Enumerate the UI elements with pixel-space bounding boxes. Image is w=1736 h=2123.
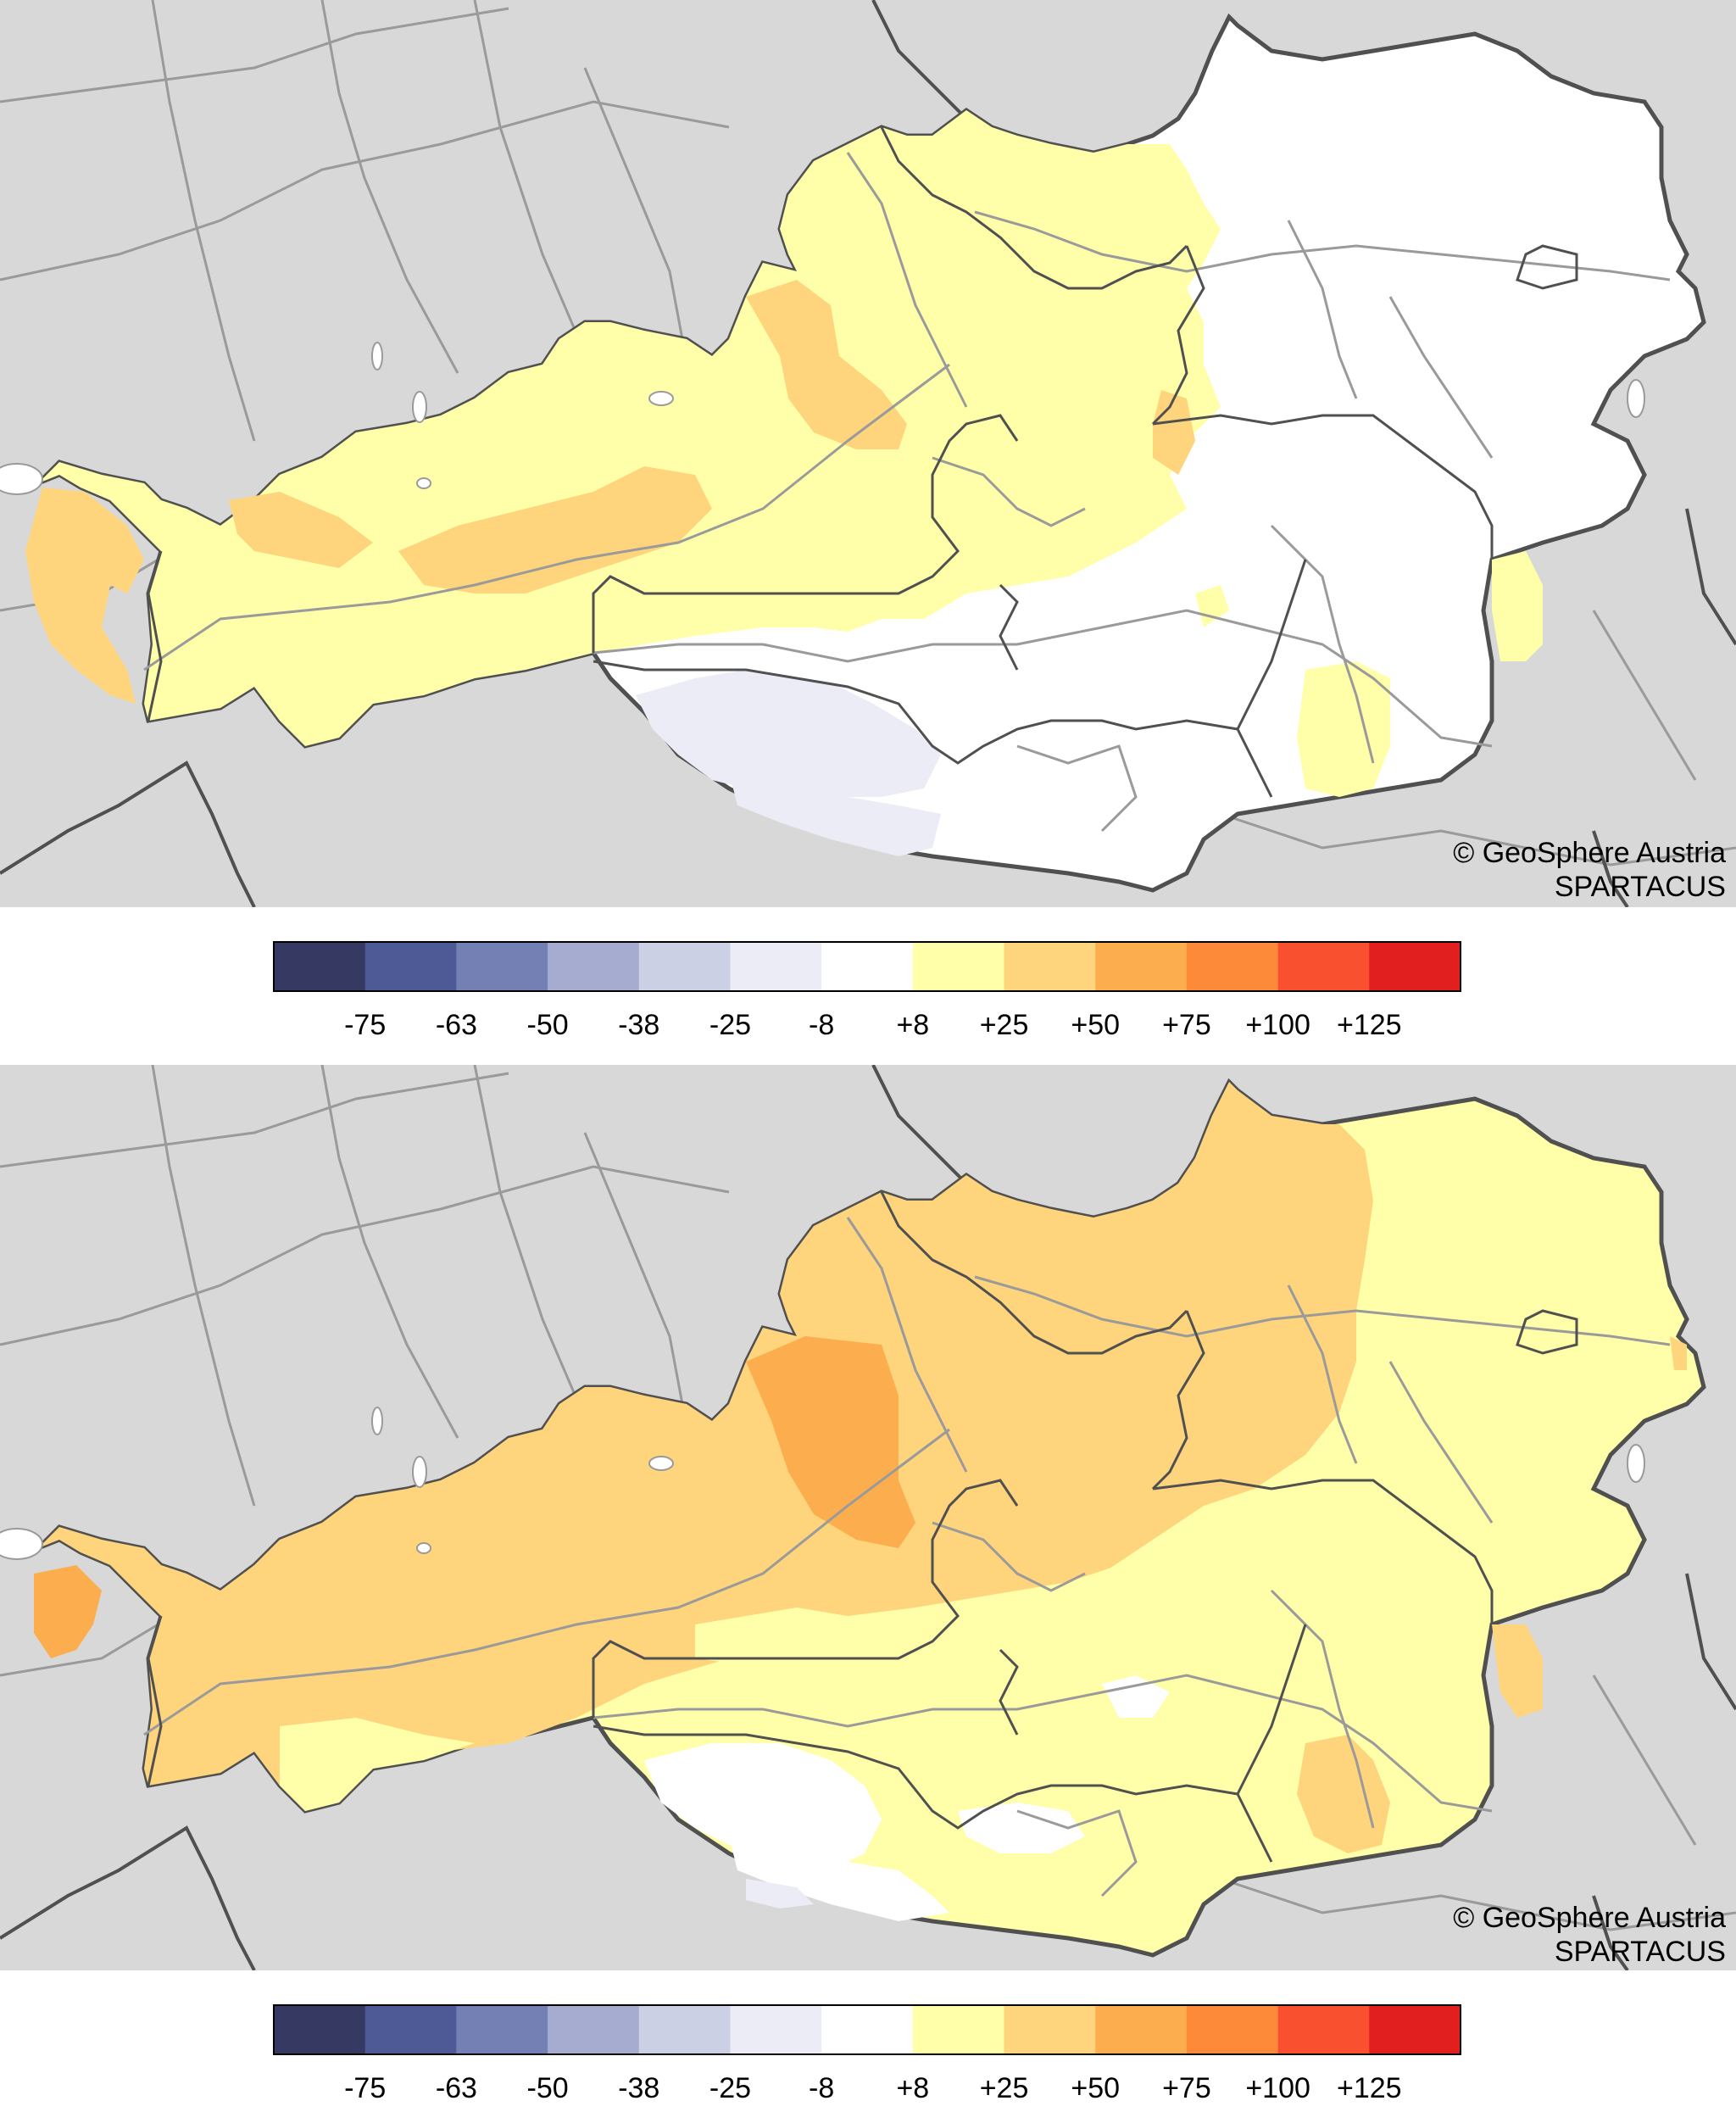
legend-tick-label: +8 (896, 1009, 929, 1041)
state-borders (147, 126, 1578, 798)
legend-tick-label: +50 (1071, 1009, 1120, 1041)
legend-tick-label: -25 (709, 2072, 751, 2104)
legend-tick-label: -8 (809, 2072, 834, 2104)
neighbour-borders (0, 1065, 1736, 1970)
legend-swatch (548, 2005, 640, 2054)
legend-bottom: -75 -63 -50 -38 -25 -8 +8 +25 +50 +75 +100 +125 (271, 2003, 1465, 2113)
legend-tick-label: +100 (1245, 1009, 1310, 1041)
legend-tick-label: +75 (1162, 2072, 1211, 2104)
legend-top-svg: -75 -63 -50 -38 -25 -8 +8 +25 +50 +75 +100 +125 (273, 941, 1461, 1041)
legend-swatch (638, 2005, 731, 2054)
legend-swatch (1369, 2005, 1461, 2054)
class-50-75-areas (34, 1336, 915, 1658)
class-25-50-area (38, 1082, 1373, 1811)
legend-swatch (912, 942, 1005, 991)
class-8-25-east (1195, 551, 1543, 797)
legend-swatch (821, 2005, 914, 2054)
lakes (0, 1407, 1645, 1560)
legend-swatch (456, 2005, 548, 2054)
legend-swatch (364, 2005, 457, 2054)
map-bottom-svg (0, 1065, 1736, 1970)
class-25-50-areas (25, 280, 1195, 704)
credit-line-geosphere: © GeoSphere Austria (1453, 1902, 1726, 1934)
legend-swatch (821, 942, 914, 991)
legend-swatch (1277, 942, 1370, 991)
legend-tick-label: +8 (896, 2072, 929, 2104)
state-borders (147, 1191, 1578, 1863)
neighbour-borders (0, 0, 1736, 907)
legend-swatch (730, 942, 822, 991)
legend-swatch (1186, 2005, 1279, 2054)
legend-tick-label: -38 (618, 1009, 659, 1041)
legend-swatch (638, 942, 731, 991)
legend-tick-label: -8 (809, 1009, 834, 1041)
legend-swatch (274, 2005, 366, 2054)
class-neg25-neg8-areas (636, 670, 941, 856)
legend-tick-label: -75 (344, 1009, 386, 1041)
map-panel-bottom: © GeoSphere Austria SPARTACUS (0, 1065, 1736, 1970)
legend-tick-label: -63 (436, 1009, 477, 1041)
class-8-25-area (38, 110, 1221, 746)
map-panel-top: © GeoSphere Austria SPARTACUS (0, 0, 1736, 907)
legend-tick-label: +25 (980, 2072, 1029, 2104)
credit-line-spartacus: SPARTACUS (1554, 1936, 1726, 1968)
legend-ticks: -75 -63 -50 -38 -25 -8 +8 +25 +50 +75 +100 +125 (344, 2072, 1401, 2104)
legend-tick-label: -50 (527, 2072, 569, 2104)
legend-tick-label: +75 (1162, 1009, 1211, 1041)
legend-frame (273, 941, 1461, 992)
legend-bottom-svg: -75 -63 -50 -38 -25 -8 +8 +25 +50 +75 +100 +125 (273, 2004, 1461, 2104)
class-neg25-neg8-areas (746, 1879, 814, 1908)
legend-swatch (456, 942, 548, 991)
legend-tick-label: -50 (527, 1009, 569, 1041)
legend-tick-label: +25 (980, 1009, 1029, 1041)
legend-swatch (912, 2005, 1005, 2054)
legend-swatch (548, 942, 640, 991)
legend-tick-label: -25 (709, 1009, 751, 1041)
map-credit: © GeoSphere Austria SPARTACUS (1453, 1901, 1726, 1969)
class-25-50-east (1297, 1336, 1687, 1853)
legend-tick-label: +125 (1337, 2072, 1402, 2104)
legend-swatch (1004, 2005, 1096, 2054)
legend-top: -75 -63 -50 -38 -25 -8 +8 +25 +50 +75 +100 +125 (271, 939, 1465, 1050)
legend-swatches (274, 942, 1461, 991)
legend-swatch (730, 2005, 822, 2054)
credit-line-spartacus: SPARTACUS (1554, 871, 1726, 903)
lakes (0, 342, 1645, 495)
legend-tick-label: +100 (1245, 2072, 1310, 2104)
legend-swatch (1186, 942, 1279, 991)
legend-swatch (1369, 942, 1461, 991)
credit-line-geosphere: © GeoSphere Austria (1453, 837, 1726, 869)
legend-tick-label: +50 (1071, 2072, 1120, 2104)
legend-swatches (274, 2005, 1461, 2054)
legend-ticks: -75 -63 -50 -38 -25 -8 +8 +25 +50 +75 +100 +125 (344, 1009, 1401, 1041)
map-credit: © GeoSphere Austria SPARTACUS (1453, 836, 1726, 904)
map-top-svg (0, 0, 1736, 907)
legend-swatch (1095, 942, 1188, 991)
class-neg8-8-areas (644, 1675, 1170, 1921)
legend-tick-label: -75 (344, 2072, 386, 2104)
class-8-25-patches (280, 1540, 1170, 1811)
legend-swatch (274, 942, 366, 991)
legend-frame (273, 2004, 1461, 2055)
legend-swatch (364, 942, 457, 991)
legend-swatch (1004, 942, 1096, 991)
legend-tick-label: -63 (436, 2072, 477, 2104)
legend-tick-label: -38 (618, 2072, 659, 2104)
legend-swatch (1095, 2005, 1188, 2054)
legend-tick-label: +125 (1337, 1009, 1402, 1041)
austria-rivers (143, 152, 1671, 833)
legend-swatch (1277, 2005, 1370, 2054)
